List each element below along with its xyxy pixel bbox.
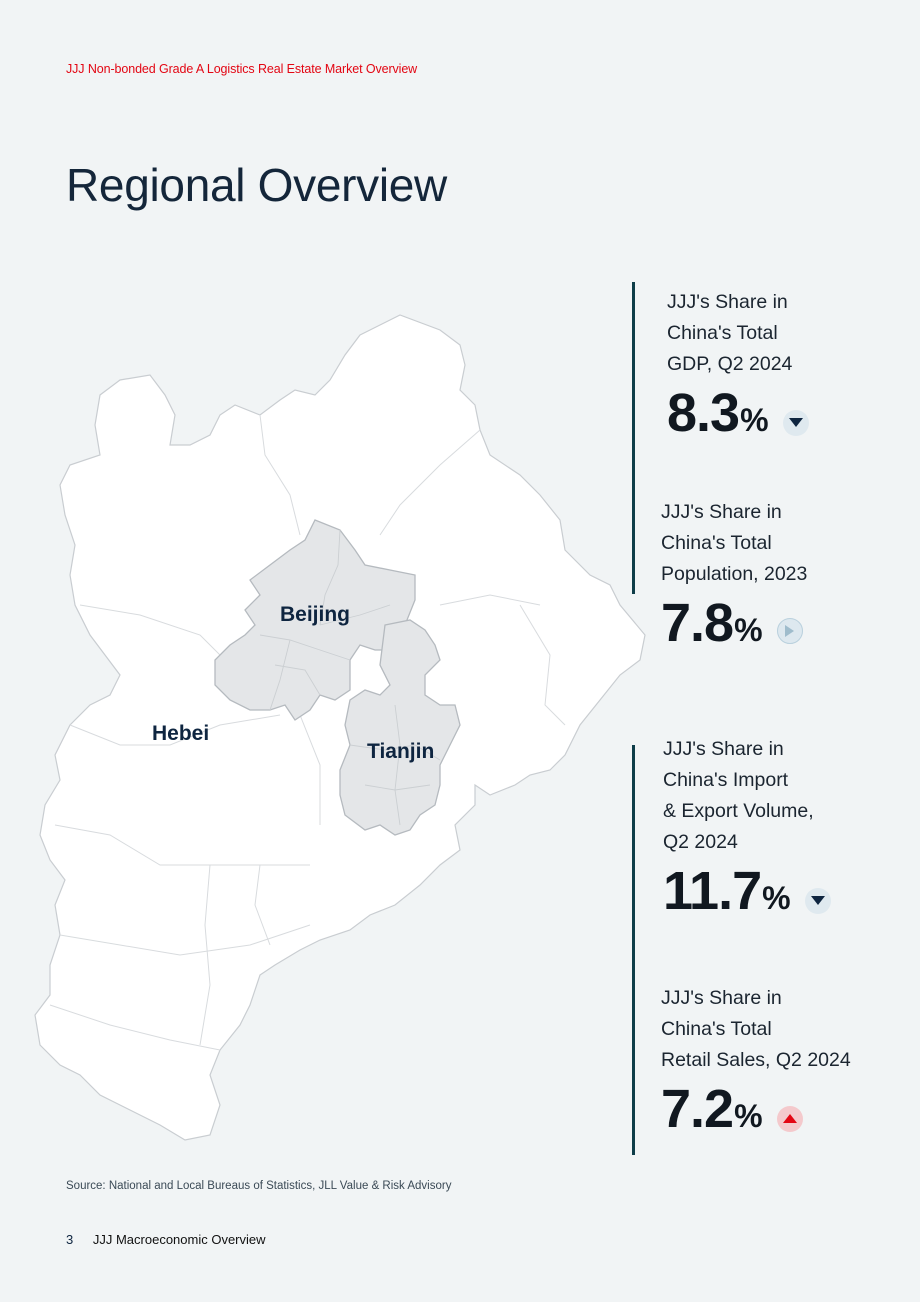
stat-unit: % xyxy=(740,402,769,438)
stat-trade-share: JJJ's Share in China's Import & Export V… xyxy=(663,734,831,918)
beijing-region xyxy=(214,519,416,721)
map-label-hebei: Hebei xyxy=(152,722,210,745)
page-title: Regional Overview xyxy=(66,159,447,211)
stat-gdp-share: JJJ's Share in China's Total GDP, Q2 202… xyxy=(667,287,809,440)
stat-label: JJJ's Share in China's Import & Export V… xyxy=(663,738,814,853)
tianjin-district-borders xyxy=(349,704,441,826)
stat-unit: % xyxy=(734,1098,763,1134)
beijing-district-borders xyxy=(259,529,391,711)
footer-section: JJJ Macroeconomic Overview xyxy=(92,1232,266,1247)
document-header: JJJ Non-bonded Grade A Logistics Real Es… xyxy=(66,62,418,76)
prefecture-borders xyxy=(49,414,566,1051)
stat-divider-top xyxy=(632,282,635,594)
stat-label: JJJ's Share in China's Total GDP, Q2 202… xyxy=(667,291,793,375)
regional-map: Beijing Tianjin Hebei xyxy=(20,305,660,1150)
stat-label: JJJ's Share in China's Total Population,… xyxy=(661,501,808,585)
triangle-down-icon xyxy=(804,887,831,914)
triangle-right-icon xyxy=(776,618,803,644)
page-number: 3 xyxy=(66,1232,74,1247)
stat-unit: % xyxy=(734,612,763,648)
map-svg xyxy=(34,314,646,1141)
stat-value: 8.3 xyxy=(667,383,740,443)
stat-value: 7.2 xyxy=(661,1079,734,1139)
page-footer: 3 JJJ Macroeconomic Overview xyxy=(66,1232,266,1247)
triangle-down-icon xyxy=(782,409,809,436)
map-label-beijing: Beijing xyxy=(280,603,351,626)
tianjin-region xyxy=(339,619,461,836)
stat-retail-share: JJJ's Share in China's Total Retail Sale… xyxy=(661,983,851,1136)
hebei-region xyxy=(34,314,646,1141)
stat-divider-bottom xyxy=(632,745,635,1155)
stat-value: 11.7 xyxy=(663,861,762,921)
stat-value: 7.8 xyxy=(661,593,734,653)
stat-unit: % xyxy=(762,880,791,916)
map-label-tianjin: Tianjin xyxy=(367,740,435,763)
stat-label: JJJ's Share in China's Total Retail Sale… xyxy=(661,987,851,1071)
stat-population-share: JJJ's Share in China's Total Population,… xyxy=(661,497,807,650)
triangle-up-icon xyxy=(776,1105,803,1132)
source-note: Source: National and Local Bureaus of St… xyxy=(66,1180,452,1192)
